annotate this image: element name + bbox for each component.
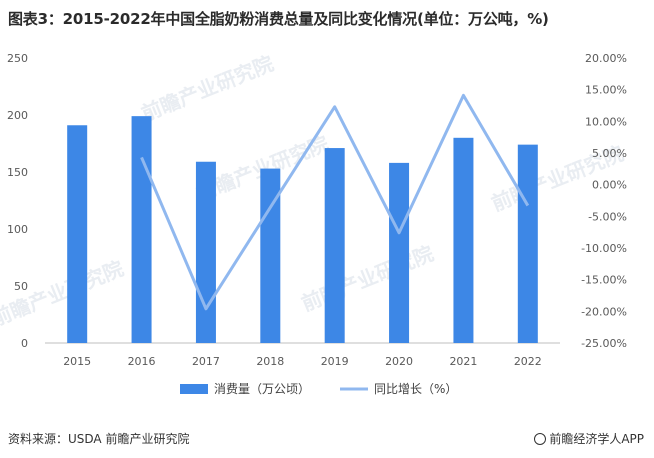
bar (324, 148, 345, 343)
y-left-tick-label: 150 (7, 166, 28, 179)
y-left-tick-label: 50 (14, 280, 28, 293)
source-note: 资料来源：USDA 前瞻产业研究院 (8, 432, 190, 446)
y-left-tick-label: 0 (21, 337, 28, 350)
bar (67, 125, 88, 343)
publisher-logo-icon (534, 433, 547, 445)
y-left-tick-label: 100 (7, 223, 28, 236)
y-right-tick-label: -20.00% (581, 305, 627, 318)
y-right-tick-label: 20.00% (585, 52, 627, 65)
x-tick-label: 2020 (385, 355, 413, 368)
y-right-tick-label: 0.00% (592, 179, 627, 192)
y-right-tick-label: 10.00% (585, 115, 627, 128)
watermark-text: 前瞻产业研究院 (0, 256, 127, 331)
x-tick-label: 2018 (256, 355, 284, 368)
bar (131, 116, 152, 343)
bar (517, 144, 538, 343)
bar (453, 137, 474, 343)
x-tick-label: 2022 (514, 355, 542, 368)
watermark-text: 前瞻产业研究院 (138, 51, 277, 126)
publisher-name: 前瞻经济学人APP (549, 432, 644, 446)
x-tick-label: 2015 (63, 355, 91, 368)
y-right-tick-label: -15.00% (581, 274, 627, 287)
y-right-tick-label: -5.00% (588, 210, 627, 223)
x-tick-label: 2017 (192, 355, 220, 368)
x-tick-label: 2021 (449, 355, 477, 368)
x-tick-label: 2019 (321, 355, 349, 368)
watermark-text: 前瞻产业研究院 (298, 241, 437, 316)
bar (195, 161, 216, 343)
growth-line (140, 93, 530, 311)
y-left-tick-label: 200 (7, 109, 28, 122)
legend-bar-label: 消费量（万公顷） (214, 382, 310, 396)
legend-line-label: 同比增长（%） (374, 382, 457, 396)
y-right-tick-label: 5.00% (592, 147, 627, 160)
y-left-tick-label: 250 (7, 52, 28, 65)
x-tick-label: 2016 (128, 355, 156, 368)
publisher-credit: 前瞻经济学人APP (534, 430, 644, 447)
y-right-tick-label: 15.00% (585, 84, 627, 97)
y-right-tick-label: -25.00% (581, 337, 627, 350)
bar (260, 168, 281, 343)
bar (389, 162, 410, 343)
chart-title: 图表3：2015-2022年中国全脂奶粉消费总量及同比变化情况(单位：万公吨，%… (8, 10, 549, 28)
legend-bar-swatch (180, 384, 208, 394)
y-right-tick-label: -10.00% (581, 242, 627, 255)
